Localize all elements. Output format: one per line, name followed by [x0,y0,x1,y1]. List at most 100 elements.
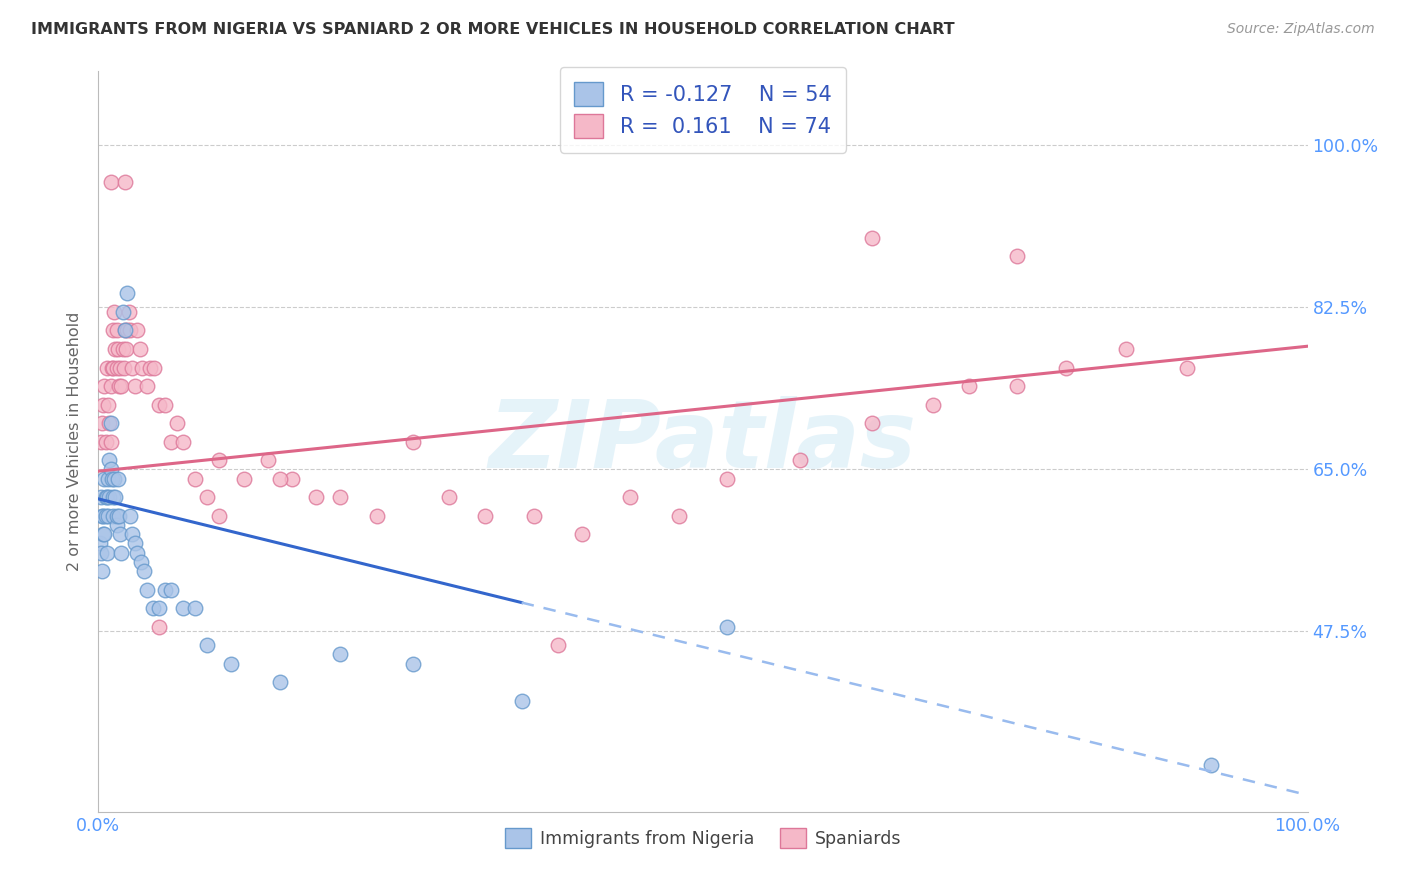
Point [111,342,134,356]
Point [208,453,231,467]
Point [121,527,143,541]
Point [547,638,569,652]
Point [402,657,425,671]
Point [101,508,124,523]
Point [100,416,122,430]
Point [184,472,207,486]
Point [619,490,641,504]
Point [117,286,139,301]
Point [402,434,425,449]
Point [160,434,183,449]
Point [716,620,738,634]
Point [860,416,883,430]
Point [96,545,118,560]
Point [97,508,120,523]
Point [110,545,132,560]
Point [135,582,157,597]
Point [221,657,243,671]
Point [100,175,122,190]
Point [111,305,134,319]
Point [107,472,129,486]
Point [96,360,118,375]
Point [97,398,120,412]
Point [1175,360,1198,375]
Point [108,527,131,541]
Point [90,490,112,504]
Point [153,398,176,412]
Point [208,508,231,523]
Point [129,555,152,569]
Point [101,323,124,337]
Point [329,648,352,662]
Point [103,305,125,319]
Point [148,398,170,412]
Point [269,675,291,690]
Point [89,536,111,550]
Point [91,527,114,541]
Point [1007,379,1029,393]
Point [1199,758,1222,772]
Point [96,490,118,504]
Point [104,490,127,504]
Point [1115,342,1137,356]
Point [114,323,136,337]
Point [108,508,131,523]
Point [860,231,883,245]
Point [97,472,120,486]
Point [134,564,156,578]
Point [93,472,115,486]
Point [121,360,143,375]
Point [172,601,194,615]
Point [105,323,128,337]
Point [94,508,117,523]
Point [100,360,122,375]
Point [128,342,150,356]
Point [921,398,943,412]
Point [107,342,129,356]
Point [118,323,141,337]
Point [91,416,114,430]
Point [172,434,194,449]
Point [100,462,122,476]
Point [117,323,139,337]
Point [135,379,157,393]
Point [98,416,121,430]
Point [148,601,170,615]
Point [474,508,496,523]
Point [1007,250,1029,264]
Point [101,360,124,375]
Point [105,360,128,375]
Point [91,508,114,523]
Point [329,490,352,504]
Point [571,527,593,541]
Point [98,453,121,467]
Point [127,545,149,560]
Point [118,508,141,523]
Text: IMMIGRANTS FROM NIGERIA VS SPANIARD 2 OR MORE VEHICLES IN HOUSEHOLD CORRELATION : IMMIGRANTS FROM NIGERIA VS SPANIARD 2 OR… [31,22,955,37]
Point [232,472,254,486]
Point [118,305,141,319]
Point [184,601,207,615]
Point [668,508,690,523]
Point [100,434,122,449]
Point [94,434,117,449]
Point [142,601,165,615]
Point [93,379,115,393]
Point [160,582,183,597]
Text: ZIPatlas: ZIPatlas [489,395,917,488]
Point [281,472,304,486]
Point [789,453,811,467]
Point [437,490,460,504]
Point [510,694,533,708]
Point [523,508,546,523]
Point [115,342,138,356]
Point [305,490,328,504]
Point [1054,360,1077,375]
Point [90,434,112,449]
Point [124,379,146,393]
Point [98,490,121,504]
Point [127,323,149,337]
Point [256,453,278,467]
Point [108,360,131,375]
Point [105,508,128,523]
